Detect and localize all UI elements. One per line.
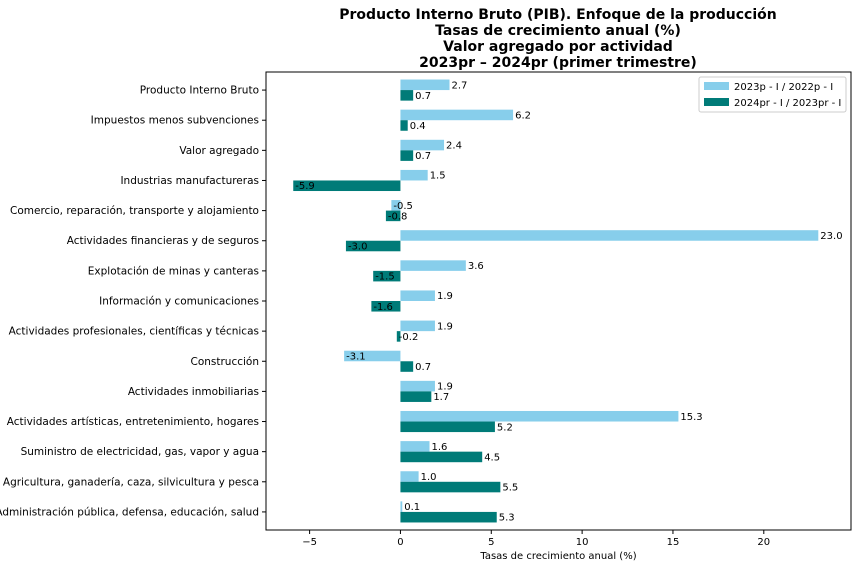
bar bbox=[400, 290, 435, 301]
data-label: -0.5 bbox=[393, 201, 413, 212]
x-tick-label: −5 bbox=[302, 537, 317, 548]
data-label: -3.1 bbox=[346, 351, 366, 362]
bar bbox=[400, 451, 483, 463]
x-tick-label: 10 bbox=[576, 537, 589, 548]
title-line: Producto Interno Bruto (PIB). Enfoque de… bbox=[339, 7, 776, 23]
data-label: 3.6 bbox=[468, 261, 484, 272]
bar bbox=[391, 200, 401, 211]
data-label: -3.0 bbox=[348, 242, 368, 253]
data-label: 0.7 bbox=[415, 91, 431, 102]
bar bbox=[385, 210, 401, 222]
bar bbox=[344, 350, 401, 362]
data-label: 23.0 bbox=[820, 231, 842, 242]
bar bbox=[400, 260, 466, 271]
bar bbox=[345, 240, 401, 252]
bar bbox=[400, 139, 445, 151]
x-tick-label: 15 bbox=[667, 537, 680, 548]
data-label: -0.2 bbox=[399, 332, 419, 343]
category-label: Construcción bbox=[190, 356, 259, 368]
bar bbox=[400, 511, 497, 523]
chart-title: Producto Interno Bruto (PIB). Enfoque de… bbox=[339, 7, 776, 71]
x-tick-label: 5 bbox=[488, 537, 494, 548]
data-label: 2.4 bbox=[446, 141, 462, 152]
data-label: 0.1 bbox=[404, 502, 420, 513]
category-label: Comercio, reparación, transporte y aloja… bbox=[10, 205, 259, 217]
legend-label: 2024pr - I / 2023pr - I bbox=[734, 98, 841, 109]
data-label: 1.7 bbox=[433, 392, 449, 403]
bar bbox=[373, 270, 401, 282]
data-label: 4.5 bbox=[484, 452, 500, 463]
category-label: Actividades financieras y de seguros bbox=[67, 235, 259, 247]
x-tick-label: 0 bbox=[397, 537, 403, 548]
category-label: Administración pública, defensa, educaci… bbox=[0, 506, 259, 518]
bar bbox=[400, 79, 450, 91]
data-label: 1.9 bbox=[437, 382, 453, 393]
category-label: Producto Interno Bruto bbox=[140, 85, 259, 97]
category-label: Explotación de minas y canteras bbox=[88, 265, 259, 277]
data-label: 1.9 bbox=[437, 321, 453, 332]
legend-label: 2023p - I / 2022p - I bbox=[734, 82, 833, 93]
bar bbox=[400, 230, 819, 241]
category-label: Actividades artísticas, entretenimiento,… bbox=[7, 416, 259, 428]
y-axis: Producto Interno Bruto Impuestos menos su… bbox=[0, 85, 266, 518]
category-label: Actividades profesionales, científicas y… bbox=[9, 326, 259, 338]
title-line: Valor agregado por actividad bbox=[443, 39, 673, 55]
bars-group bbox=[293, 79, 819, 523]
x-axis-label: Tasas de crecimiento anual (%) bbox=[479, 551, 636, 562]
data-label: 1.9 bbox=[437, 291, 453, 302]
category-label: Suministro de electricidad, gas, vapor y… bbox=[21, 446, 259, 458]
data-label: -1.6 bbox=[373, 302, 393, 313]
data-label: 15.3 bbox=[680, 412, 702, 423]
data-label: 1.5 bbox=[430, 171, 446, 182]
data-label: 0.4 bbox=[410, 121, 426, 132]
title-line: 2023pr – 2024pr (primer trimestre) bbox=[419, 55, 697, 71]
bar bbox=[400, 410, 679, 422]
data-labels-group: 2.7 0.7 6.2 0.4 2.4 0.7 1.5 -5.9 -0.5-0.8 23.0 -3.… bbox=[295, 80, 842, 523]
data-label: -0.8 bbox=[388, 211, 408, 222]
data-label: 5.3 bbox=[499, 513, 515, 524]
plot-frame bbox=[265, 71, 852, 531]
bar bbox=[400, 150, 414, 161]
bar bbox=[400, 120, 408, 131]
bar bbox=[400, 391, 432, 402]
bar bbox=[400, 471, 419, 482]
data-label: 1.6 bbox=[432, 442, 448, 453]
data-label: 5.5 bbox=[502, 483, 518, 494]
data-label: -5.9 bbox=[295, 181, 315, 192]
legend: 2023p - I / 2022p - I 2024pr - I / 2023pr… bbox=[698, 76, 847, 113]
data-label: 6.2 bbox=[515, 110, 531, 121]
bar bbox=[400, 109, 514, 121]
bar bbox=[400, 501, 403, 512]
bar bbox=[396, 331, 401, 342]
data-label: -1.5 bbox=[375, 272, 395, 283]
bar bbox=[400, 441, 430, 452]
bar bbox=[400, 481, 501, 493]
data-label: 0.7 bbox=[415, 362, 431, 373]
category-label: Agricultura, ganadería, caza, silvicultu… bbox=[3, 476, 259, 488]
legend-swatch bbox=[704, 98, 729, 106]
bar bbox=[400, 421, 495, 433]
data-label: 5.2 bbox=[497, 422, 513, 433]
legend-frame bbox=[698, 76, 847, 113]
bar bbox=[400, 169, 428, 181]
category-label: Impuestos menos subvenciones bbox=[91, 115, 259, 127]
category-label: Actividades inmobiliarias bbox=[128, 386, 259, 398]
x-tick-label: 20 bbox=[757, 537, 770, 548]
title-line: Tasas de crecimiento anual (%) bbox=[435, 23, 681, 39]
bar bbox=[400, 320, 435, 332]
category-label: Industrias manufactureras bbox=[120, 175, 259, 187]
bar bbox=[371, 301, 401, 312]
data-label: 1.0 bbox=[421, 472, 437, 483]
bar bbox=[400, 361, 414, 372]
data-label: 2.7 bbox=[451, 80, 467, 91]
category-label: Información y comunicaciones bbox=[99, 296, 259, 308]
bar bbox=[400, 90, 414, 101]
bar bbox=[400, 380, 435, 392]
bar bbox=[293, 180, 401, 192]
x-axis: −5 0 5 10 15 20 bbox=[302, 530, 770, 548]
category-label: Valor agregado bbox=[179, 145, 259, 157]
data-label: 0.7 bbox=[415, 151, 431, 162]
legend-swatch bbox=[704, 82, 729, 90]
